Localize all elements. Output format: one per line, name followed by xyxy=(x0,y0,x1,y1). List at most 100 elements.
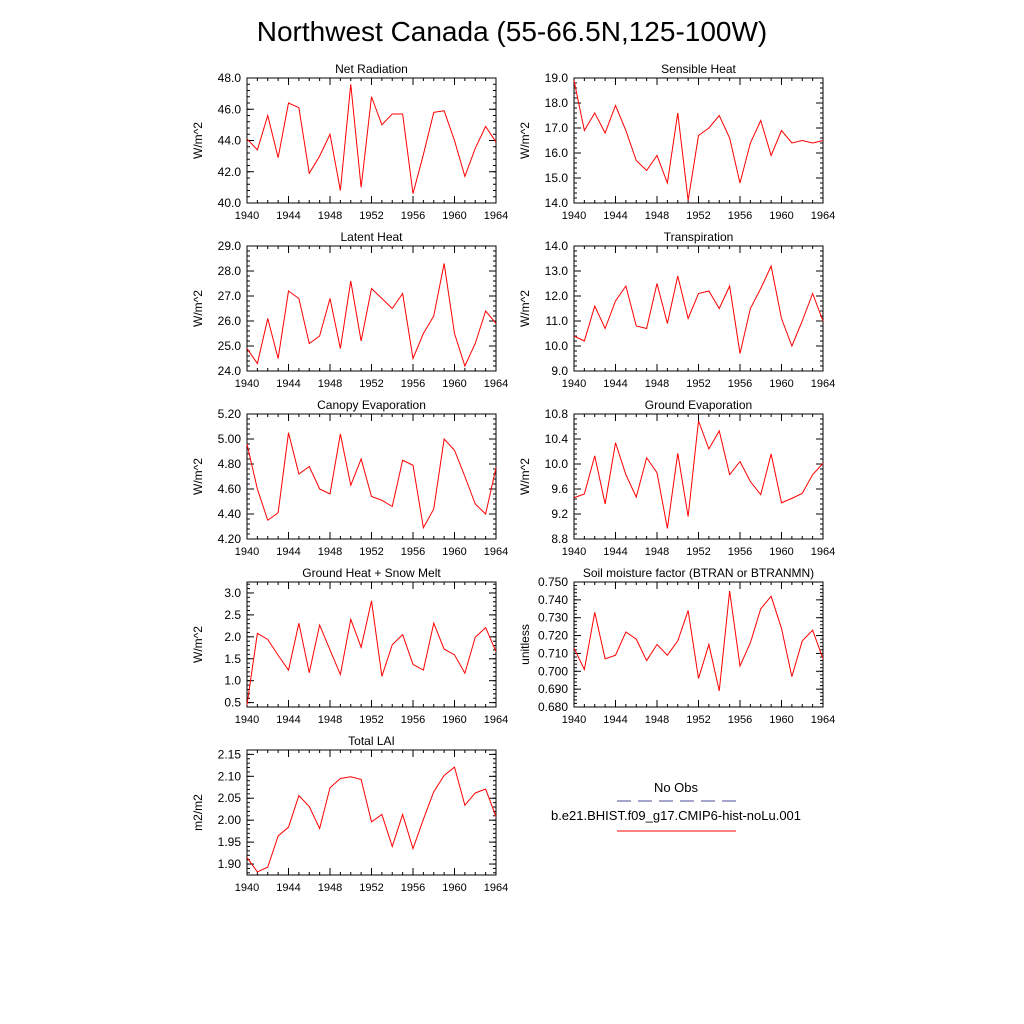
y-tick-label: 24.0 xyxy=(218,364,242,378)
x-tick-label: 1956 xyxy=(728,546,752,558)
y-tick-label: 2.5 xyxy=(224,608,241,622)
y-tick-label: 1.5 xyxy=(224,652,241,666)
plot-frame xyxy=(573,245,824,372)
y-tick-label: 10.8 xyxy=(545,407,569,421)
panel-title: Latent Heat xyxy=(340,230,403,244)
plot-frame xyxy=(246,245,497,372)
chart-panel-4: Transpiration W/m^2 1940 1944 1948 1952 1956 19… xyxy=(518,230,835,390)
x-tick-label: 1956 xyxy=(401,714,425,726)
x-tick-label: 1960 xyxy=(442,378,466,390)
y-tick-label: 0.730 xyxy=(538,611,568,625)
series-line-1 xyxy=(246,600,497,705)
y-tick-label: 0.690 xyxy=(538,682,568,696)
panel-title: Soil moisture factor (BTRAN or BTRANMN) xyxy=(583,566,814,580)
y-tick-label: 48.0 xyxy=(218,71,242,85)
y-tick-label: 42.0 xyxy=(218,165,242,179)
x-tick-label: 1964 xyxy=(484,882,508,894)
y-tick-label: 14.0 xyxy=(545,196,569,210)
y-tick-label: 0.680 xyxy=(538,700,568,714)
x-tick-label: 1944 xyxy=(276,714,300,726)
x-tick-label: 1952 xyxy=(359,546,383,558)
series-line-1 xyxy=(246,263,497,368)
x-tick-label: 1952 xyxy=(686,546,710,558)
x-tick-label: 1940 xyxy=(235,882,259,894)
y-tick-label: 27.0 xyxy=(218,289,242,303)
y-tick-label: 29.0 xyxy=(218,239,242,253)
y-tick-label: 46.0 xyxy=(218,102,242,116)
chart-panel-7: Ground Heat + Snow Melt W/m^2 1940 1944 1948… xyxy=(191,566,508,726)
x-tick-label: 1940 xyxy=(235,210,259,222)
y-tick-label: 28.0 xyxy=(218,264,242,278)
series-line-1 xyxy=(573,264,824,354)
chart-panel-8: Soil moisture factor (BTRAN or BTRANMN) u… xyxy=(518,566,835,726)
x-tick-label: 1948 xyxy=(645,378,669,390)
y-tick-label: 1.90 xyxy=(218,857,242,871)
plot-frame xyxy=(573,77,824,204)
y-tick-label: 2.0 xyxy=(224,630,241,644)
y-axis-label: unitless xyxy=(518,624,532,665)
chart-panel-9: Total LAI m2/m2 1940 1944 1948 1952 1956 1960 19… xyxy=(191,734,508,894)
y-tick-label: 0.5 xyxy=(224,696,241,710)
series-line-1 xyxy=(246,766,497,873)
series-line-1 xyxy=(573,420,824,529)
x-tick-label: 1948 xyxy=(645,714,669,726)
panel-title: Transpiration xyxy=(664,230,734,244)
y-tick-label: 3.0 xyxy=(224,586,241,600)
x-tick-label: 1948 xyxy=(318,378,342,390)
x-tick-label: 1940 xyxy=(235,546,259,558)
legend: No Obs b.e21.BHIST.f09_g17.CMIP6-hist-no… xyxy=(551,780,801,832)
plot-frame xyxy=(573,581,824,708)
panel-title: Total LAI xyxy=(348,734,395,748)
x-tick-label: 1952 xyxy=(359,210,383,222)
y-tick-label: 26.0 xyxy=(218,314,242,328)
y-tick-label: 0.700 xyxy=(538,664,568,678)
x-tick-label: 1944 xyxy=(603,546,627,558)
series-line-1 xyxy=(246,84,497,194)
y-axis-label: m2/m2 xyxy=(191,794,205,831)
y-tick-label: 1.95 xyxy=(218,835,242,849)
y-tick-label: 4.40 xyxy=(218,507,242,521)
y-tick-label: 9.6 xyxy=(551,482,568,496)
panel-title: Sensible Heat xyxy=(661,62,736,76)
legend-model-label: b.e21.BHIST.f09_g17.CMIP6-hist-noLu.001 xyxy=(551,808,801,823)
x-tick-label: 1952 xyxy=(686,714,710,726)
x-tick-label: 1956 xyxy=(401,378,425,390)
x-tick-label: 1944 xyxy=(603,378,627,390)
chart-panels: Net Radiation W/m^2 1940 1944 1948 1952 1956 19… xyxy=(191,62,835,894)
y-tick-label: 10.4 xyxy=(545,432,569,446)
x-tick-label: 1964 xyxy=(484,210,508,222)
y-tick-label: 5.20 xyxy=(218,407,242,421)
y-axis-label: W/m^2 xyxy=(518,290,532,327)
x-tick-label: 1956 xyxy=(401,882,425,894)
chart-panel-6: Ground Evaporation W/m^2 1940 1944 1948 1952 1… xyxy=(518,398,835,558)
x-tick-label: 1940 xyxy=(562,546,586,558)
x-tick-label: 1964 xyxy=(811,210,835,222)
x-tick-label: 1940 xyxy=(235,714,259,726)
x-tick-label: 1944 xyxy=(603,714,627,726)
plot-frame xyxy=(246,581,497,708)
y-tick-label: 2.00 xyxy=(218,813,242,827)
y-tick-label: 5.00 xyxy=(218,432,242,446)
y-tick-label: 44.0 xyxy=(218,134,242,148)
x-tick-label: 1956 xyxy=(728,714,752,726)
y-tick-label: 10.0 xyxy=(545,457,569,471)
x-tick-label: 1948 xyxy=(318,714,342,726)
x-tick-label: 1960 xyxy=(442,210,466,222)
y-tick-label: 15.0 xyxy=(545,171,569,185)
x-tick-label: 1960 xyxy=(442,882,466,894)
y-tick-label: 13.0 xyxy=(545,264,569,278)
panel-title: Canopy Evaporation xyxy=(317,398,426,412)
y-tick-label: 0.750 xyxy=(538,575,568,589)
y-tick-label: 40.0 xyxy=(218,196,242,210)
chart-panel-5: Canopy Evaporation W/m^2 1940 1944 1948 1952 1… xyxy=(191,398,508,558)
x-tick-label: 1964 xyxy=(484,546,508,558)
x-tick-label: 1964 xyxy=(811,378,835,390)
y-tick-label: 9.0 xyxy=(551,364,568,378)
y-tick-label: 10.0 xyxy=(545,339,569,353)
y-tick-label: 12.0 xyxy=(545,289,569,303)
y-tick-label: 9.2 xyxy=(551,507,568,521)
x-tick-label: 1940 xyxy=(562,210,586,222)
y-tick-label: 0.720 xyxy=(538,629,568,643)
y-tick-label: 1.0 xyxy=(224,674,241,688)
